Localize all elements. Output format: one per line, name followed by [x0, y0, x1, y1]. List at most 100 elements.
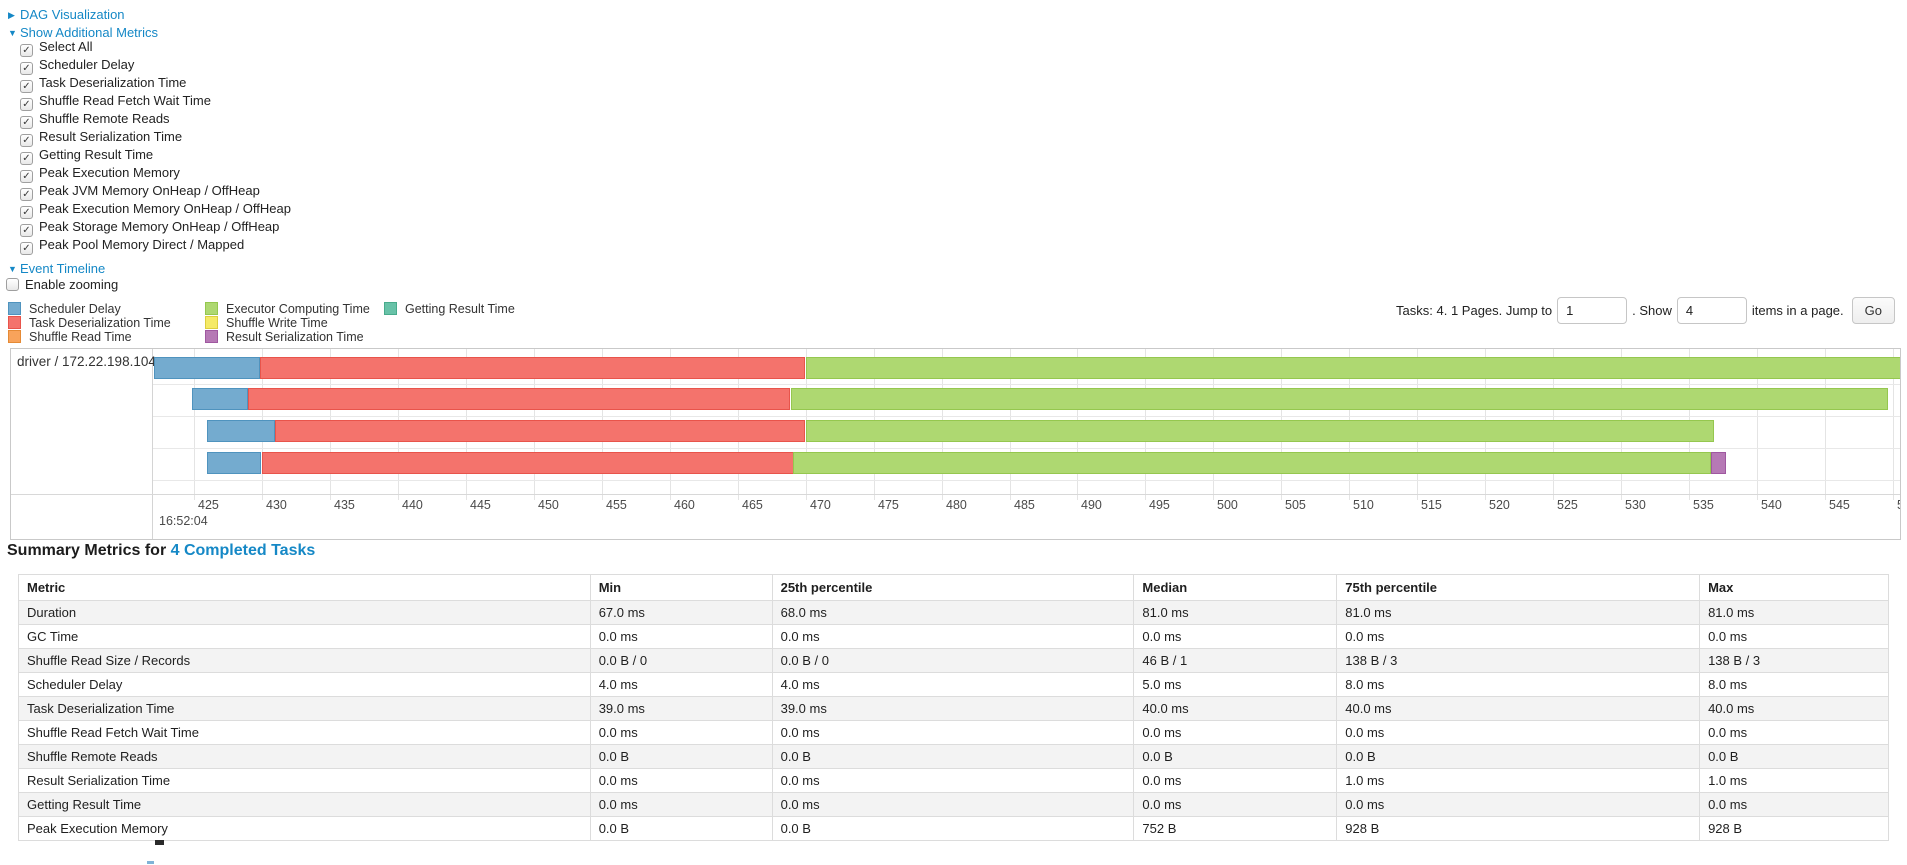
table-row: GC Time 0.0 ms 0.0 ms 0.0 ms 0.0 ms 0.0 ms [18, 624, 1889, 649]
metric-value-cell: 46 B / 1 [1133, 648, 1338, 673]
completed-tasks-link[interactable]: 4 Completed Tasks [170, 542, 316, 559]
legend-label: Shuffle Write Time [226, 316, 328, 330]
summary-metrics-title: Summary Metrics for 4 Completed Tasks [7, 542, 315, 560]
checkbox-checked[interactable] [20, 242, 33, 255]
timeline-bar-task_deserialization[interactable] [262, 452, 794, 474]
summary-title-prefix: Summary Metrics for [7, 542, 167, 559]
metric-value-cell: 0.0 ms [589, 624, 773, 649]
metric-checkbox-list: Select All Scheduler Delay Task Deserializ… [20, 38, 291, 255]
checkbox-checked[interactable] [20, 80, 33, 93]
timeline-bar-executor_computing[interactable] [806, 357, 1900, 379]
legend-column: Executor Computing Time Shuffle Write Tim… [205, 302, 370, 344]
metric-value-cell: 0.0 ms [1699, 624, 1889, 649]
metric-checkbox-item: Task Deserialization Time [20, 74, 291, 93]
checkbox-checked[interactable] [20, 116, 33, 129]
go-button[interactable]: Go [1851, 296, 1895, 324]
timeline-bar-executor_computing[interactable] [791, 388, 1888, 410]
metric-value-cell: 0.0 ms [1699, 792, 1889, 817]
metric-value-cell: 68.0 ms [771, 600, 1135, 625]
timeline-bar-task_deserialization[interactable] [275, 420, 805, 442]
metric-name-cell: Duration [18, 600, 591, 625]
timeline-bar-scheduler_delay[interactable] [192, 388, 248, 410]
metric-value-cell: 0.0 ms [1133, 768, 1338, 793]
axis-tick-label: 425 [198, 498, 219, 512]
legend-item: Shuffle Read Time [8, 330, 171, 344]
table-row: Task Deserialization Time 39.0 ms 39.0 ms 4… [18, 696, 1889, 721]
table-row: Result Serialization Time 0.0 ms 0.0 ms 0.0… [18, 768, 1889, 793]
checkbox-checked[interactable] [20, 44, 33, 57]
table-header-cell: Metric [18, 574, 591, 601]
items-in-page-text: items in a page. [1751, 302, 1844, 318]
checkbox-checked[interactable] [20, 170, 33, 183]
checkbox-checked[interactable] [20, 206, 33, 219]
timeline-bar-executor_computing[interactable] [793, 452, 1711, 474]
metric-checkbox-item: Scheduler Delay [20, 56, 291, 75]
checkbox-checked[interactable] [20, 224, 33, 237]
table-header-cell: Median [1133, 574, 1338, 601]
timeline-bar-scheduler_delay[interactable] [207, 452, 261, 474]
metric-value-cell: 752 B [1133, 816, 1338, 841]
table-header-cell: 25th percentile [771, 574, 1135, 601]
show-additional-metrics-label: Show Additional Metrics [20, 25, 159, 40]
metric-checkbox-item: Peak Execution Memory OnHeap / OffHeap [20, 200, 291, 219]
axis-tick-label: 550 [1897, 498, 1900, 512]
legend-label: Task Deserialization Time [29, 316, 171, 330]
axis-tick-label: 510 [1353, 498, 1374, 512]
gridline [1893, 349, 1894, 500]
table-row: Shuffle Read Size / Records 0.0 B / 0 0.0 … [18, 648, 1889, 673]
metric-value-cell: 0.0 B / 0 [589, 648, 773, 673]
checkbox-checked[interactable] [20, 62, 33, 75]
checkbox-label: Shuffle Read Fetch Wait Time [39, 93, 211, 108]
enable-zooming-checkbox[interactable] [6, 278, 19, 291]
table-header-cell: 75th percentile [1336, 574, 1701, 601]
task-pagination: Tasks: 4. 1 Pages. Jump to . Show items … [1396, 294, 1895, 326]
show-additional-metrics-toggle[interactable]: ▼ Show Additional Metrics [8, 25, 158, 40]
timeline-bar-task_deserialization[interactable] [260, 357, 805, 379]
checkbox-checked[interactable] [20, 98, 33, 111]
legend-label: Executor Computing Time [226, 302, 370, 316]
metric-value-cell: 0.0 B [589, 744, 773, 769]
checkbox-label: Result Serialization Time [39, 129, 183, 144]
expanded-arrow-icon: ▼ [8, 28, 17, 38]
metric-value-cell: 4.0 ms [589, 672, 773, 697]
legend-swatch-executor_computing [205, 302, 218, 315]
event-timeline-label: Event Timeline [20, 261, 106, 276]
metric-value-cell: 81.0 ms [1133, 600, 1338, 625]
dag-visualization-label: DAG Visualization [20, 7, 125, 22]
metric-value-cell: 0.0 ms [1699, 720, 1889, 745]
timeline-bar-result_serialization[interactable] [1711, 452, 1726, 474]
legend-item: Scheduler Delay [8, 302, 171, 316]
axis-tick-label: 515 [1421, 498, 1442, 512]
dag-visualization-toggle[interactable]: ▶ DAG Visualization [8, 7, 125, 22]
metric-value-cell: 138 B / 3 [1699, 648, 1889, 673]
timeline-bar-scheduler_delay[interactable] [154, 357, 260, 379]
table-row: Shuffle Remote Reads 0.0 B 0.0 B 0.0 B 0.0 B… [18, 744, 1889, 769]
metric-value-cell: 0.0 ms [589, 768, 773, 793]
metric-value-cell: 928 B [1699, 816, 1889, 841]
legend-column: Scheduler Delay Task Deserialization Time… [8, 302, 171, 344]
row-separator [152, 448, 1900, 449]
timeline-bar-task_deserialization[interactable] [248, 388, 790, 410]
items-per-page-input[interactable] [1676, 296, 1747, 324]
metric-name-cell: Scheduler Delay [18, 672, 591, 697]
metric-value-cell: 0.0 ms [589, 792, 773, 817]
table-header-cell: Min [589, 574, 773, 601]
timeline-bar-executor_computing[interactable] [806, 420, 1714, 442]
checkbox-checked[interactable] [20, 152, 33, 165]
checkbox-checked[interactable] [20, 188, 33, 201]
metric-checkbox-item: Peak Storage Memory OnHeap / OffHeap [20, 218, 291, 237]
event-timeline-toggle[interactable]: ▼ Event Timeline [8, 261, 105, 276]
metric-checkbox-item: Select All [20, 38, 291, 57]
legend-swatch-shuffle_write [205, 316, 218, 329]
legend-label: Shuffle Read Time [29, 330, 132, 344]
checkbox-label: Peak Pool Memory Direct / Mapped [39, 237, 245, 252]
group-label-separator [152, 349, 153, 539]
metric-value-cell: 1.0 ms [1336, 768, 1701, 793]
timeline-bar-scheduler_delay[interactable] [207, 420, 275, 442]
gridline [194, 349, 195, 500]
checkbox-checked[interactable] [20, 134, 33, 147]
metric-value-cell: 0.0 ms [771, 792, 1135, 817]
metric-value-cell: 0.0 B [1133, 744, 1338, 769]
checkbox-label: Peak JVM Memory OnHeap / OffHeap [39, 183, 260, 198]
jump-to-page-input[interactable] [1557, 296, 1628, 324]
